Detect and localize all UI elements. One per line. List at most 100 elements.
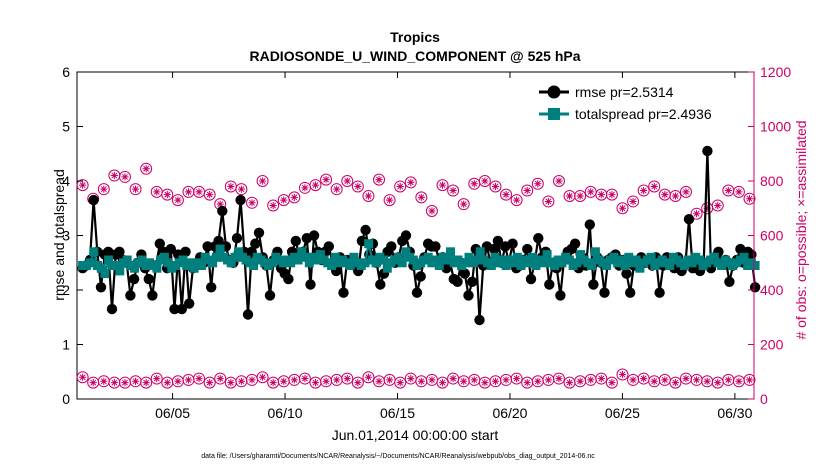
totalspread-point [646, 252, 656, 262]
totalspread-point [620, 261, 630, 270]
totalspread-point [189, 263, 199, 273]
rmse-point [154, 238, 165, 249]
obs-possible-point-cross [618, 204, 627, 212]
rmse-point [95, 282, 107, 293]
obs-assimilated-point-cross [491, 377, 500, 385]
rmse-point [522, 243, 533, 255]
obs-possible-point-circle [235, 183, 248, 196]
rmse-point [128, 273, 140, 285]
obs-possible-point-circle [267, 199, 280, 212]
obs-assimilated-point-circle [616, 368, 629, 381]
totalspread-point [178, 255, 188, 265]
totalspread-point [616, 255, 626, 265]
obs-possible-point-cross [513, 196, 521, 204]
obs-assimilated-point-cross [682, 374, 690, 383]
obs-assimilated-point-cross [354, 379, 362, 387]
totalspread-point [293, 255, 303, 265]
rmse-point [143, 273, 154, 285]
totalspread-point [408, 255, 418, 265]
obs-possible-point-circle [383, 194, 396, 207]
obs-possible-point [521, 184, 534, 197]
obs-assimilated-point-circle [203, 376, 216, 389]
totalspread-point [680, 261, 689, 270]
obs-possible-point-cross [280, 196, 288, 204]
chart-subtitle: RADIOSONDE_U_WIND_COMPONENT @ 525 hPa [249, 48, 580, 64]
rmse-point [305, 279, 316, 290]
obs-possible-point-circle [341, 175, 354, 187]
totalspread-point [215, 244, 225, 254]
rmse-point [242, 309, 254, 320]
obs-possible-point-cross [608, 191, 616, 199]
obs-possible-point-circle [97, 183, 110, 196]
obs-assimilated-point-cross [460, 377, 468, 385]
obs-possible-point-cross [227, 182, 235, 191]
obs-assimilated-point-cross [724, 376, 732, 384]
legend-rmse-marker [547, 85, 561, 99]
obs-possible-point [383, 194, 396, 207]
obs-possible-point [605, 188, 618, 201]
totalspread-point [512, 252, 522, 262]
obs-possible-point-cross [195, 188, 203, 196]
data-file-footnote: data file: /Users/gharamti/Documents/NCA… [201, 453, 595, 460]
y-axis-ticks: 0 1 2 3 4 5 6 [62, 64, 83, 407]
obs-possible-point-circle [500, 188, 513, 201]
obs-assimilated-point-cross [79, 373, 87, 381]
obs-possible-point-circle [245, 196, 258, 209]
rmse-point [308, 230, 320, 241]
obs-possible-point [235, 183, 248, 196]
obs-possible-point-cross [597, 191, 605, 199]
rmse-point [114, 246, 125, 257]
rmse-point [463, 290, 474, 301]
obs-assimilated-point-cross [565, 379, 574, 387]
obs-assimilated-point-circle [669, 376, 682, 389]
obs-assimilated-point [256, 371, 269, 384]
obs-possible-point-circle [362, 189, 375, 202]
obs-assimilated-point-cross [555, 374, 563, 383]
totalspread-point [516, 261, 526, 270]
obs-possible-point [171, 194, 184, 207]
obs-possible-point-cross [544, 197, 552, 206]
totalspread-point [100, 269, 110, 279]
obs-possible-point-cross [661, 191, 669, 199]
rmse-point [749, 282, 761, 293]
totalspread-point [197, 261, 206, 270]
obs-possible-low-series [76, 368, 756, 389]
totalspread-point [152, 263, 162, 273]
obs-assimilated-point-circle [552, 372, 565, 385]
totalspread-point [538, 258, 548, 268]
obs-possible-point-cross [587, 188, 595, 196]
rmse-point [544, 279, 555, 290]
obs-assimilated-point [616, 368, 629, 381]
obs-possible-point [76, 179, 89, 192]
rmse-point [206, 282, 217, 293]
obs-assimilated-point [203, 376, 216, 389]
obs-possible-point [637, 184, 650, 197]
rmse-point [217, 205, 228, 217]
obs-possible-point [500, 188, 513, 201]
obs-assimilated-point-cross [608, 379, 616, 387]
rmse-point [88, 194, 99, 206]
obs-assimilated-point-circle [76, 371, 89, 384]
obs-assimilated-point-circle [351, 376, 364, 389]
rmse-point [283, 273, 294, 285]
obs-assimilated-point-cross [121, 379, 129, 387]
obs-possible-point-cross [735, 188, 743, 196]
rmse-point [492, 235, 504, 247]
totalspread-point [104, 255, 114, 265]
obs-possible-point [531, 177, 544, 190]
obs-assimilated-point-cross [428, 376, 436, 384]
totalspread-point [475, 247, 485, 257]
totalspread-point [490, 252, 500, 262]
obs-possible-point-circle [256, 175, 269, 187]
totalspread-point [111, 261, 121, 270]
obs-assimilated-point-cross [470, 376, 478, 384]
obs-assimilated-point-cross [640, 374, 648, 383]
obs-possible-point-circle [489, 180, 502, 193]
totalspread-point [96, 263, 106, 273]
obs-possible-point [161, 188, 174, 201]
obs-possible-point-circle [627, 195, 640, 208]
obs-possible-series [76, 162, 756, 220]
totalspread-point [312, 255, 322, 265]
totalspread-point [694, 255, 704, 265]
obs-possible-point-circle [425, 204, 438, 217]
